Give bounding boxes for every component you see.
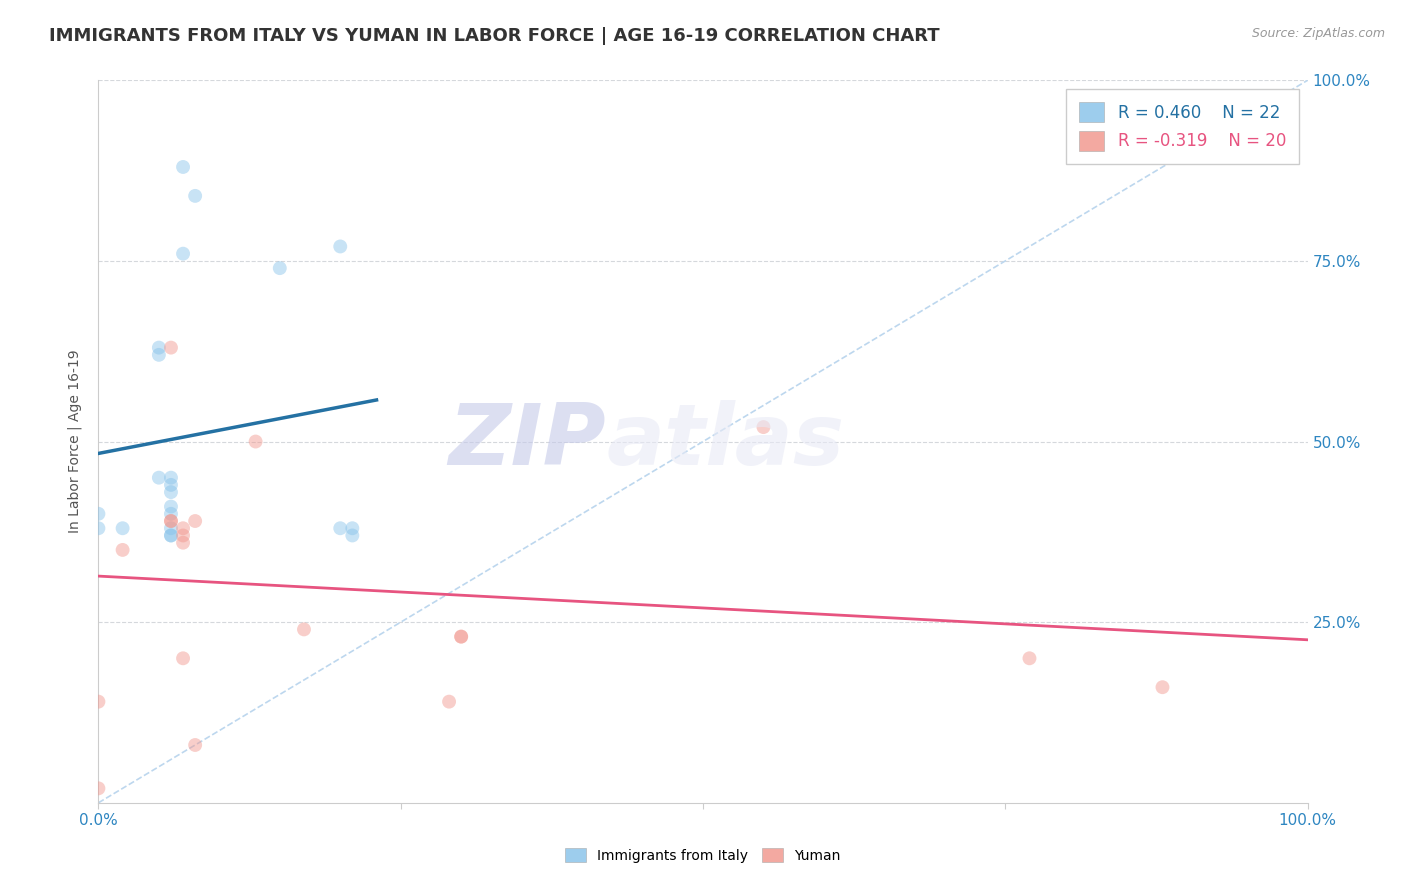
Point xyxy=(1152,680,1174,694)
Point xyxy=(160,341,183,355)
Point xyxy=(184,738,207,752)
Point xyxy=(160,521,183,535)
Text: atlas: atlas xyxy=(606,400,845,483)
Point xyxy=(160,470,183,484)
Point xyxy=(160,528,183,542)
Point xyxy=(245,434,267,449)
Point xyxy=(329,239,352,253)
Point xyxy=(160,528,183,542)
Legend: Immigrants from Italy, Yuman: Immigrants from Italy, Yuman xyxy=(560,842,846,868)
Y-axis label: In Labor Force | Age 16-19: In Labor Force | Age 16-19 xyxy=(67,350,83,533)
Point xyxy=(160,500,183,514)
Point xyxy=(184,514,207,528)
Point xyxy=(292,623,315,637)
Point xyxy=(437,695,460,709)
Point xyxy=(172,528,194,542)
Point xyxy=(172,535,194,549)
Point xyxy=(269,261,291,276)
Text: Source: ZipAtlas.com: Source: ZipAtlas.com xyxy=(1251,27,1385,40)
Point xyxy=(172,521,194,535)
Point xyxy=(172,651,194,665)
Point xyxy=(172,160,194,174)
Point xyxy=(111,542,134,557)
Point xyxy=(160,507,183,521)
Point xyxy=(160,514,183,528)
Point xyxy=(87,521,110,535)
Point xyxy=(752,420,775,434)
Point xyxy=(87,507,110,521)
Point xyxy=(160,478,183,492)
Point xyxy=(148,348,170,362)
Point xyxy=(184,189,207,203)
Text: ZIP: ZIP xyxy=(449,400,606,483)
Point xyxy=(160,514,183,528)
Point xyxy=(111,521,134,535)
Point xyxy=(450,630,472,644)
Point xyxy=(160,485,183,500)
Point xyxy=(87,695,110,709)
Point xyxy=(148,470,170,484)
Point xyxy=(172,246,194,260)
Point xyxy=(148,341,170,355)
Point xyxy=(87,781,110,796)
Point xyxy=(1018,651,1040,665)
Point xyxy=(342,521,364,535)
Point xyxy=(329,521,352,535)
Point xyxy=(450,630,472,644)
Text: IMMIGRANTS FROM ITALY VS YUMAN IN LABOR FORCE | AGE 16-19 CORRELATION CHART: IMMIGRANTS FROM ITALY VS YUMAN IN LABOR … xyxy=(49,27,939,45)
Point xyxy=(342,528,364,542)
